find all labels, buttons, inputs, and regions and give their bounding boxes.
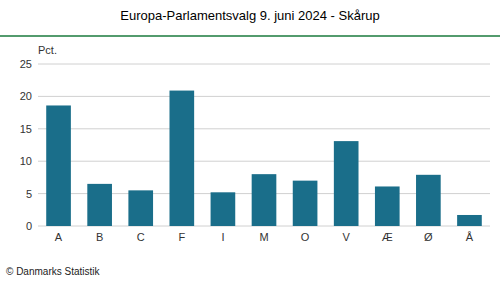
- bar: [375, 186, 400, 226]
- footer: © Danmarks Statistik: [6, 266, 101, 277]
- bar: [211, 192, 236, 226]
- x-tick-label: O: [301, 231, 310, 243]
- bar: [128, 190, 153, 226]
- title: Europa-Parlamentsvalg 9. juni 2024 - Skå…: [120, 8, 379, 23]
- grid-line: [38, 128, 490, 129]
- x-tick-label: M: [259, 231, 268, 243]
- x-tick-label: Æ: [382, 231, 393, 243]
- bar: [46, 105, 71, 226]
- x-tick-label: C: [137, 231, 145, 243]
- x-tick-label: V: [343, 231, 351, 243]
- bar: [293, 181, 318, 226]
- x-tick-label: A: [55, 231, 63, 243]
- bar: [457, 215, 482, 226]
- y-axis-label: Pct.: [38, 44, 57, 56]
- x-tick-label: Ø: [424, 231, 433, 243]
- grid-line: [38, 96, 490, 97]
- grid: [38, 64, 490, 226]
- bar: [416, 175, 441, 226]
- y-tick-label: 25: [20, 58, 32, 70]
- y-tick-label: 10: [20, 155, 32, 167]
- chart: Europa-Parlamentsvalg 9. juni 2024 - Skå…: [0, 0, 500, 282]
- bar: [252, 174, 277, 226]
- bar: [334, 141, 359, 226]
- y-tick-label: 15: [20, 123, 32, 135]
- y-tick-label: 20: [20, 90, 32, 102]
- bar: [169, 91, 194, 226]
- x-tick-label: F: [178, 231, 185, 243]
- grid-line: [38, 161, 490, 162]
- x-tick-label: B: [96, 231, 103, 243]
- y-tick-label: 5: [26, 188, 32, 200]
- bar: [87, 184, 112, 226]
- x-tick-label: Å: [466, 231, 474, 243]
- title-rule: [0, 35, 500, 37]
- y-tick-label: 0: [26, 220, 32, 232]
- grid-line: [38, 64, 490, 65]
- x-tick-label: I: [221, 231, 224, 243]
- bars: [46, 91, 482, 226]
- background: [0, 0, 500, 282]
